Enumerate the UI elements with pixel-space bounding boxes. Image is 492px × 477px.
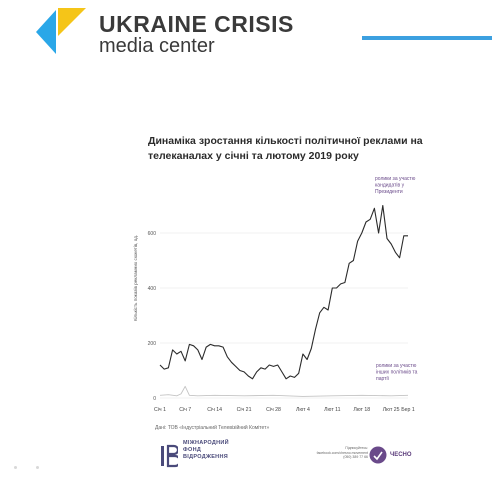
x-tick-label: Сiч 21 bbox=[237, 407, 252, 413]
header-accent-rule bbox=[362, 36, 492, 40]
irf-name: МІЖНАРОДНИЙ ФОНД ВІДРОДЖЕННЯ bbox=[183, 440, 229, 461]
page-dot bbox=[14, 466, 17, 469]
y-tick-label: 600 bbox=[148, 231, 157, 237]
x-tick-label: Сiч 28 bbox=[266, 407, 281, 413]
chesno-contact-2: facebook.com/chesno.movement bbox=[316, 450, 368, 455]
page-dot bbox=[36, 466, 39, 469]
chart-title: Динаміка зростання кількості політичної … bbox=[148, 135, 423, 162]
series-annotation: ролики за участю кандидатів у Президенти bbox=[375, 176, 416, 195]
irf-line-3: ВІДРОДЖЕННЯ bbox=[183, 454, 228, 460]
x-tick-label: Сiч 14 bbox=[207, 407, 222, 413]
series-line-candidates bbox=[159, 204, 408, 380]
irf-logo-icon bbox=[161, 444, 178, 468]
y-tick-label: 400 bbox=[148, 286, 157, 292]
y-tick-label: 200 bbox=[148, 341, 157, 347]
x-tick-label: Лют 18 bbox=[353, 407, 370, 413]
chesno-contact-1: Підписуйтесь: bbox=[345, 446, 368, 450]
x-tick-label: Лют 25 bbox=[383, 407, 400, 413]
chesno-contacts: Підписуйтесь: facebook.com/chesno.moveme… bbox=[316, 446, 368, 460]
logo-subtitle: media center bbox=[99, 35, 215, 57]
irf-line-2: ФОНД bbox=[183, 447, 202, 453]
ukraine-crisis-logo-icon bbox=[36, 8, 86, 54]
chesno-name: ЧЕСНО bbox=[390, 452, 412, 458]
x-tick-label: Лют 4 bbox=[296, 407, 310, 413]
chesno-logo-icon bbox=[369, 446, 387, 464]
x-tick-label: Лют 11 bbox=[324, 407, 340, 413]
x-tick-label: Бер 1 bbox=[401, 407, 415, 413]
y-tick-label: 0 bbox=[153, 396, 156, 402]
series-line-others bbox=[159, 385, 409, 397]
logo-title: UKRAINE CRISIS bbox=[99, 11, 294, 37]
y-axis-label: Кількість показів рекламних сюжетів, од. bbox=[133, 235, 138, 321]
series-annotation: ролики за участю інших політиків та партії bbox=[376, 363, 418, 382]
x-tick-label: Сiч 7 bbox=[179, 407, 191, 413]
chesno-contact-3: (050) 389 77 66 bbox=[343, 455, 368, 459]
source-note: Дані: ТОВ «Індустріальний Телевізійний К… bbox=[155, 425, 270, 431]
irf-line-1: МІЖНАРОДНИЙ bbox=[183, 440, 229, 446]
x-tick-label: Сiч 1 bbox=[154, 407, 166, 413]
